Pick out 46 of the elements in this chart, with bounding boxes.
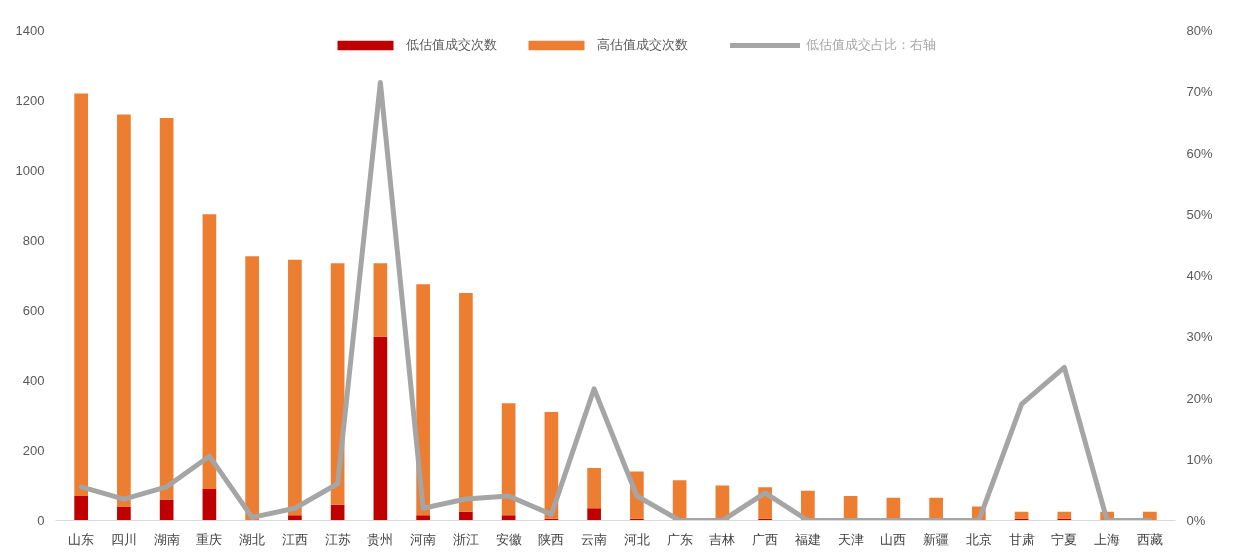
x-tick-label: 吉林	[709, 531, 736, 547]
x-tick-label: 天津	[837, 531, 864, 547]
x-tick-label: 贵州	[367, 531, 394, 547]
y2-tick-label: 70%	[1186, 84, 1213, 100]
y-tick-label: 200	[22, 443, 45, 458]
y-tick-label: 1000	[15, 163, 45, 178]
y2-tick-label: 0%	[1186, 513, 1206, 528]
x-tick-label: 北京	[965, 531, 992, 547]
y-tick-label: 400	[22, 373, 45, 388]
y2-tick-label: 20%	[1186, 390, 1213, 406]
x-tick-label: 宁夏	[1051, 531, 1078, 547]
y2-tick-label: 80%	[1186, 23, 1213, 38]
y-tick-label: 800	[22, 233, 45, 248]
y2-tick-label: 50%	[1186, 206, 1213, 222]
y2-tick-label: 40%	[1186, 268, 1213, 283]
x-tick-label: 江西	[281, 531, 308, 547]
x-tick-label: 河南	[410, 531, 437, 547]
x-tick-label: 河北	[623, 531, 650, 547]
x-tick-label: 西藏	[1136, 531, 1163, 547]
x-tick-label: 四川	[110, 531, 137, 547]
y-tick-label: 600	[22, 303, 45, 318]
y-tick-label: 1200	[15, 93, 45, 108]
x-tick-label: 湖北	[239, 531, 266, 547]
y2-tick-label: 30%	[1186, 329, 1213, 345]
x-tick-label: 安徽	[495, 531, 522, 547]
x-tick-label: 湖南	[153, 531, 180, 547]
y2-tick-label: 60%	[1186, 145, 1213, 161]
x-tick-label: 浙江	[452, 531, 479, 547]
x-tick-label: 江苏	[324, 531, 351, 547]
text: 低估值成交占比：右轴	[806, 36, 936, 54]
x-tick-label: 福建	[794, 531, 821, 547]
y-tick-label: 0	[37, 513, 45, 528]
x-tick-label: 新疆	[923, 531, 950, 547]
legend-label: 高估值成交次数	[597, 36, 688, 54]
x-tick-label: 山西	[880, 531, 907, 547]
x-tick-label: 广东	[666, 531, 693, 547]
x-tick-label: 上海	[1094, 531, 1121, 547]
x-tick-label: 广西	[752, 531, 779, 547]
legend-label: 低估值成交次数	[406, 36, 497, 54]
y2-tick-label: 10%	[1186, 451, 1213, 467]
x-tick-label: 甘肃	[1008, 531, 1035, 547]
x-tick-label: 陕西	[538, 531, 565, 547]
x-tick-label: 云南	[581, 531, 608, 547]
x-tick-label: 重庆	[196, 531, 223, 547]
x-tick-label: 山东	[68, 531, 95, 547]
y-tick-label: 1400	[15, 23, 45, 38]
